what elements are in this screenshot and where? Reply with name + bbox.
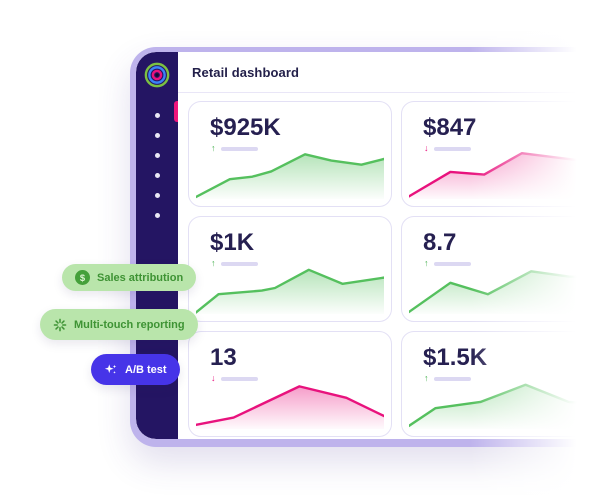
trend-row: ↑ [211, 259, 391, 268]
pill-label: Sales attribution [97, 271, 184, 284]
sparkline-chart [196, 377, 384, 429]
metric-value: $925K [210, 114, 281, 141]
trend-row: ↓ [211, 374, 391, 383]
pill-ab-test[interactable]: A/B test [91, 354, 180, 385]
placeholder-bar [433, 261, 471, 266]
sparkles-icon [104, 363, 117, 374]
sparkline-chart [196, 147, 384, 199]
sidebar-nav-dot[interactable] [154, 213, 160, 218]
sidebar-nav-dot[interactable] [154, 193, 160, 198]
metric-value: $1.5K [423, 344, 488, 371]
placeholder-bar [220, 261, 258, 266]
trend-up-icon: ↑ [424, 373, 429, 384]
metric-value: $1K [210, 229, 255, 256]
trend-row: ↑ [211, 144, 391, 153]
cards-grid: $925K ↑ $847 ↓ $1K ↑ 8.7 ↑ 13 ↓ $1.5K ↑ [178, 93, 600, 437]
header: Retail dashboard [178, 52, 600, 93]
sidebar-nav-dots [154, 113, 160, 218]
placeholder-bar [433, 376, 471, 381]
placeholder-bar [433, 146, 471, 151]
brand-logo[interactable] [144, 62, 170, 93]
metric-card[interactable]: $847 ↓ [401, 101, 600, 207]
active-nav-indicator [174, 101, 178, 122]
trend-row: ↑ [424, 374, 600, 383]
sidebar-nav-dot[interactable] [154, 153, 160, 158]
pill-label: A/B test [125, 363, 167, 376]
metric-value: $847 [423, 114, 477, 141]
metric-card[interactable]: $1K ↑ [188, 216, 392, 322]
sparkline-chart [409, 377, 597, 429]
pill-sales-attribution[interactable]: $ Sales attribution [62, 264, 197, 291]
trend-row: ↑ [424, 259, 600, 268]
pill-label: Multi-touch reporting [74, 318, 185, 331]
sidebar-nav-dot[interactable] [154, 133, 160, 138]
trend-up-icon: ↑ [424, 258, 429, 269]
sidebar-nav-dot[interactable] [154, 113, 160, 118]
app-window: Retail dashboard $925K ↑ $847 ↓ $1K ↑ 8.7 ↑ 13 ↓ $… [136, 52, 600, 439]
metric-card[interactable]: $1.5K ↑ [401, 331, 600, 437]
metric-value: 13 [210, 344, 237, 371]
trend-down-icon: ↓ [424, 143, 429, 154]
placeholder-bar [220, 376, 258, 381]
trend-row: ↓ [424, 144, 600, 153]
metric-card[interactable]: 8.7 ↑ [401, 216, 600, 322]
trend-up-icon: ↑ [211, 258, 216, 269]
metric-card[interactable]: $925K ↑ [188, 101, 392, 207]
sparkline-chart [196, 262, 384, 314]
pill-multi-touch-reporting[interactable]: Multi-touch reporting [40, 309, 198, 340]
main-content: Retail dashboard $925K ↑ $847 ↓ $1K ↑ 8.7 ↑ 13 ↓ $… [178, 52, 600, 439]
concentric-rings-logo-icon [144, 62, 170, 88]
page-title: Retail dashboard [192, 64, 300, 80]
app-window-frame: Retail dashboard $925K ↑ $847 ↓ $1K ↑ 8.7 ↑ 13 ↓ $… [130, 47, 600, 447]
dollar-circle-icon: $ [75, 270, 90, 285]
sparkline-chart [409, 262, 597, 314]
sidebar-nav-dot[interactable] [154, 173, 160, 178]
trend-up-icon: ↑ [211, 143, 216, 154]
placeholder-bar [220, 146, 258, 151]
metric-value: 8.7 [423, 229, 457, 256]
svg-text:$: $ [80, 273, 86, 283]
trend-down-icon: ↓ [211, 373, 216, 384]
sparkline-chart [409, 147, 597, 199]
burst-icon [53, 318, 67, 331]
metric-card[interactable]: 13 ↓ [188, 331, 392, 437]
